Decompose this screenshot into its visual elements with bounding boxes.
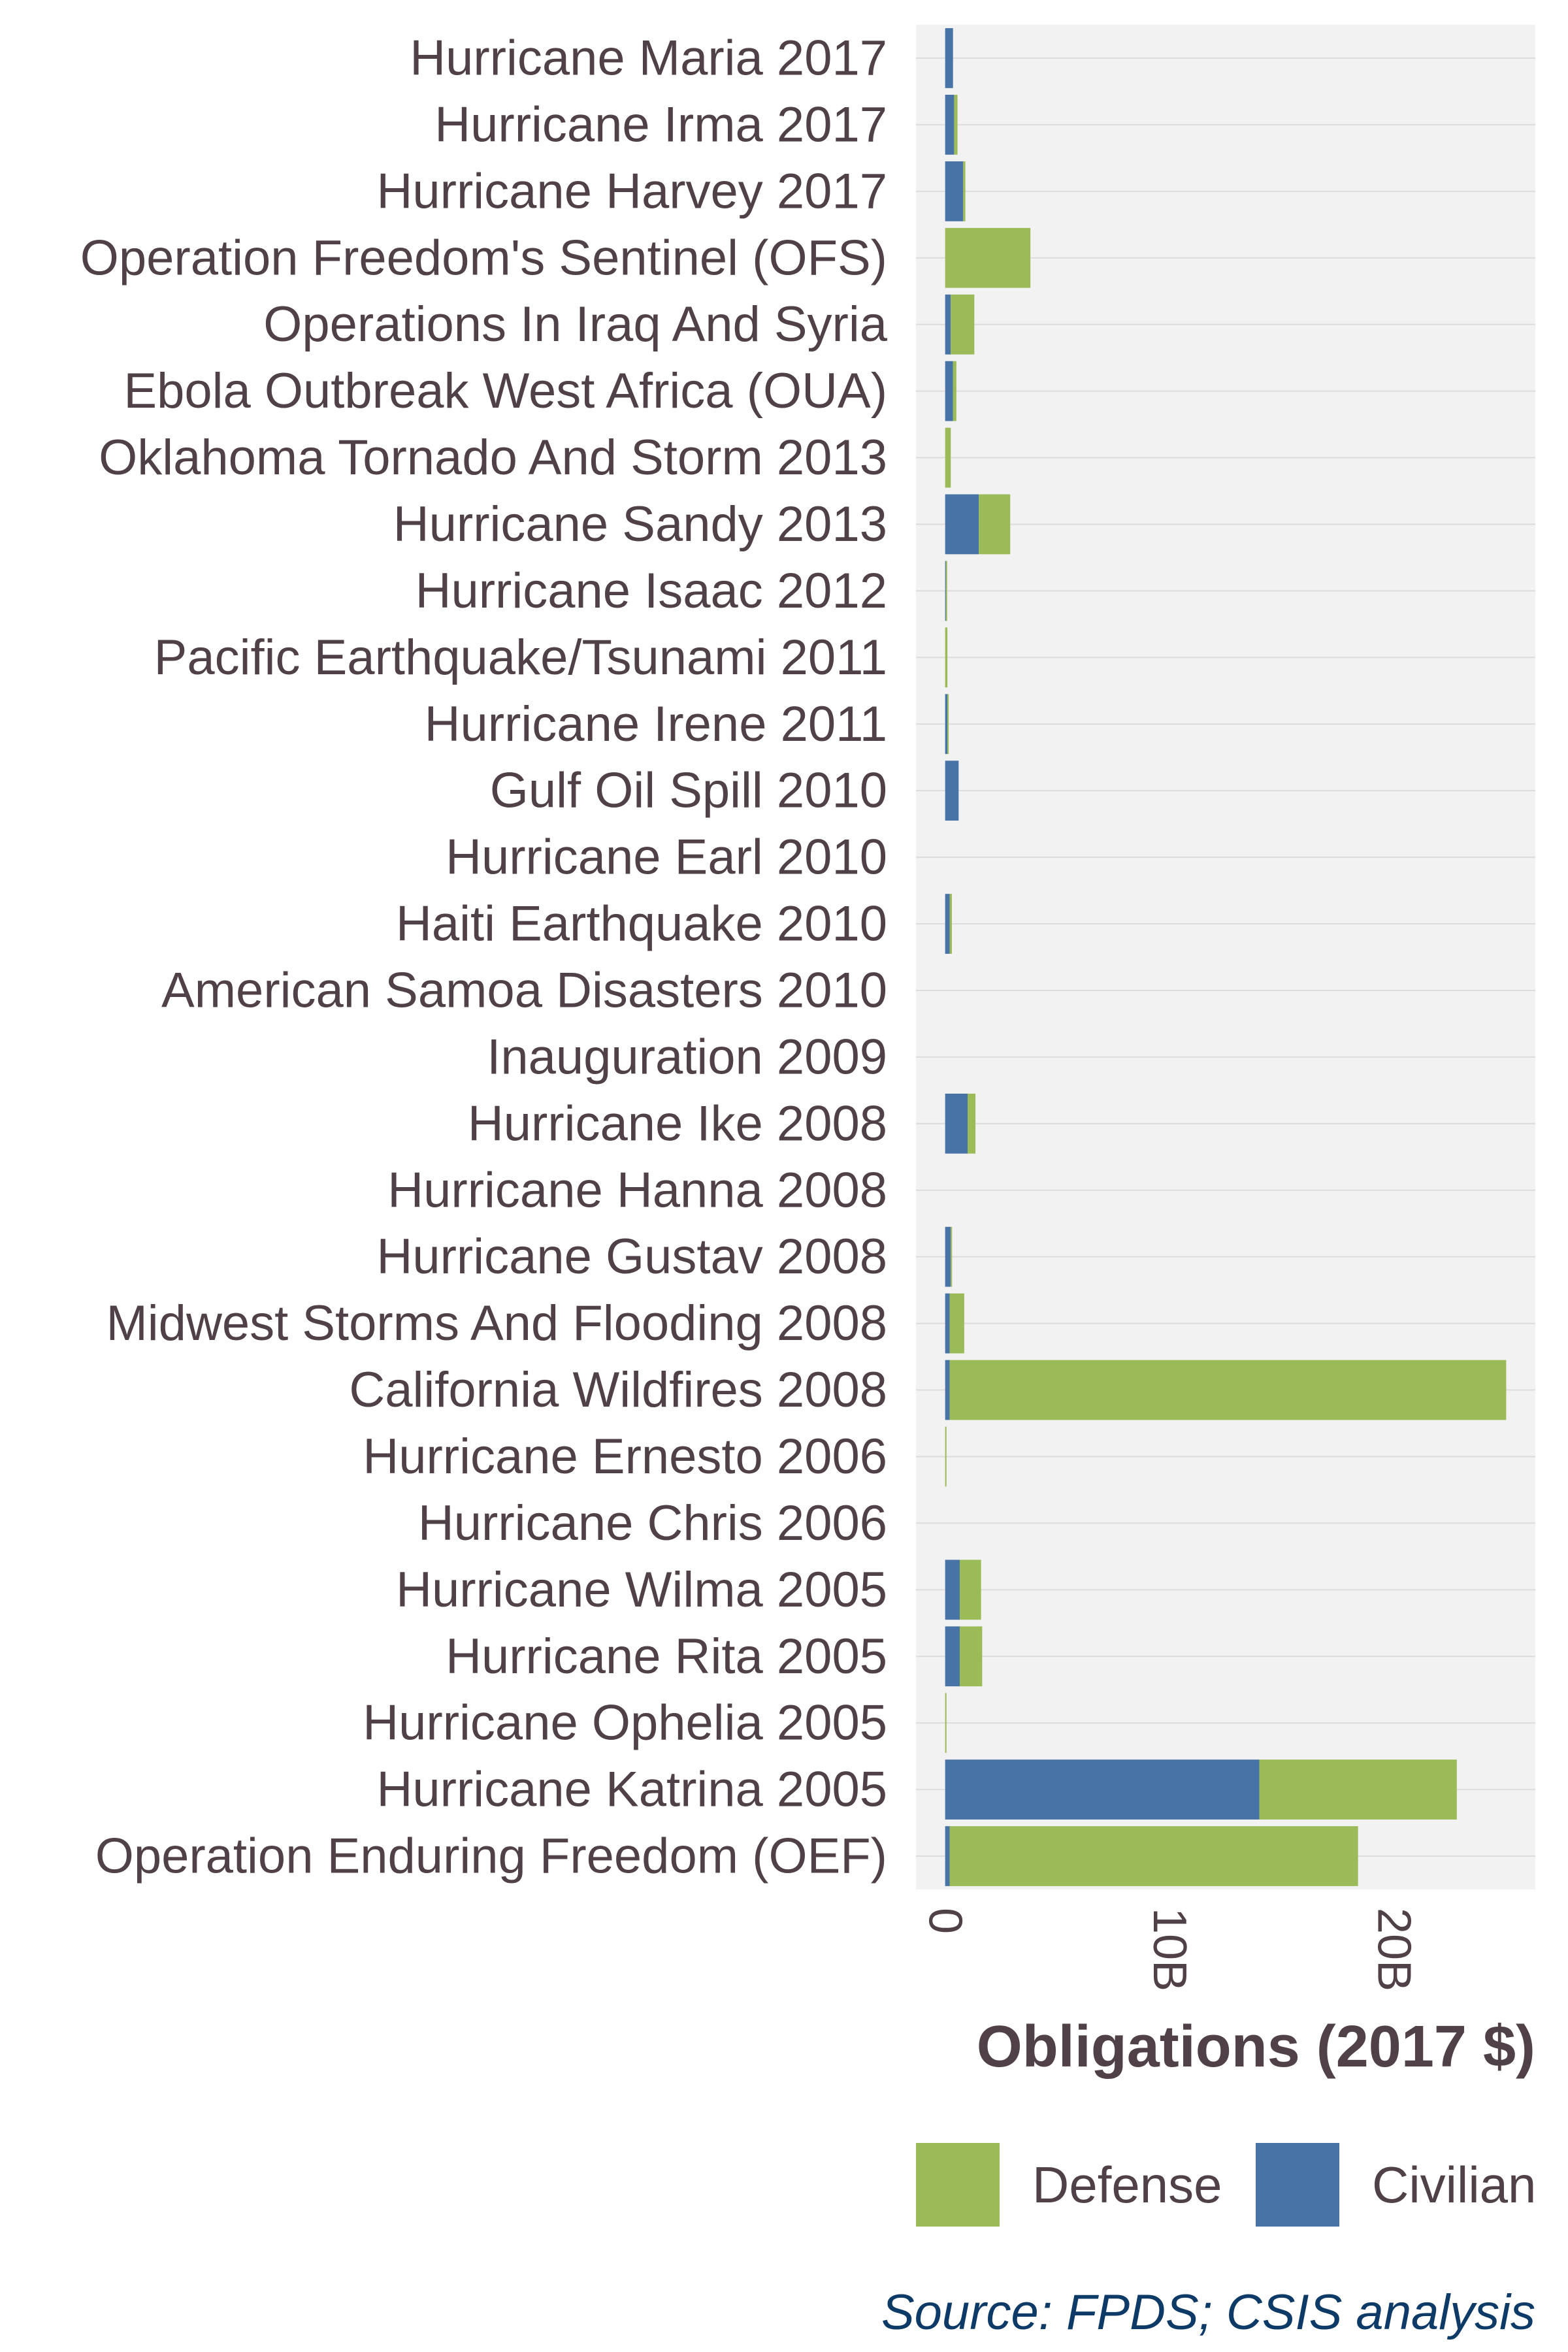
category-label: Hurricane Gustav 2008 (376, 1229, 887, 1284)
legend-key-defense (916, 2143, 1000, 2227)
category-label: Hurricane Irene 2011 (425, 696, 887, 752)
x-axis-ticks: 0 10B 20B (919, 1908, 1420, 1991)
bar-defense-california-wildfires-2008 (949, 1360, 1507, 1420)
category-labels: Hurricane Maria 2017 Hurricane Irma 2017 H… (80, 30, 888, 1884)
bar-defense-haiti-earthquake-2010 (949, 894, 952, 954)
category-label: Hurricane Chris 2006 (418, 1495, 887, 1551)
bar-defense-hurricane-sandy-2013 (979, 494, 1011, 555)
category-label: Pacific Earthquake/Tsunami 2011 (154, 630, 887, 685)
bar-civilian-california-wildfires-2008 (945, 1360, 950, 1420)
bar-civilian-hurricane-wilma-2005 (945, 1560, 960, 1620)
category-label: California Wildfires 2008 (349, 1362, 887, 1418)
bar-defense-pacific-earthquake-tsunami-2011 (945, 627, 948, 688)
bar-civilian-operation-enduring-freedom-oef (945, 1826, 950, 1886)
category-label: Hurricane Earl 2010 (446, 830, 887, 885)
bar-defense-hurricane-isaac-2012 (945, 561, 947, 621)
x-tick-label: 20B (1368, 1908, 1420, 1991)
category-label: Hurricane Katrina 2005 (376, 1762, 887, 1818)
category-label: Operation Freedom's Sentinel (OFS) (80, 230, 887, 286)
category-label: Oklahoma Tornado And Storm 2013 (99, 430, 887, 485)
bar-defense-hurricane-ophelia-2005 (945, 1693, 947, 1754)
category-label: Inauguration 2009 (487, 1029, 887, 1085)
category-label: Hurricane Ernesto 2006 (363, 1429, 887, 1484)
category-label: Gulf Oil Spill 2010 (490, 763, 887, 819)
legend-key-civilian (1256, 2143, 1339, 2227)
category-label: Hurricane Harvey 2017 (377, 163, 888, 219)
category-label: Hurricane Isaac 2012 (416, 563, 887, 619)
category-label: Hurricane Ophelia 2005 (363, 1695, 887, 1751)
bar-defense-hurricane-ike-2008 (968, 1093, 976, 1154)
bar-defense-hurricane-wilma-2005 (959, 1560, 981, 1620)
bar-civilian-hurricane-irene-2011 (945, 694, 948, 755)
legend-label-defense: Defense (1032, 2156, 1222, 2213)
bar-civilian-hurricane-gustav-2008 (945, 1226, 951, 1287)
category-label: Hurricane Wilma 2005 (396, 1562, 887, 1618)
x-tick-label: 10B (1143, 1908, 1196, 1991)
bar-defense-hurricane-ernesto-2006 (945, 1426, 947, 1487)
bar-civilian-hurricane-isaac-2012 (945, 561, 947, 621)
bar-defense-oklahoma-tornado-and-storm-2013 (945, 427, 951, 488)
legend: Defense Civilian (916, 2143, 1536, 2227)
bar-civilian-hurricane-rita-2005 (945, 1626, 960, 1687)
bar-defense-hurricane-irene-2011 (947, 694, 949, 755)
category-label: Hurricane Ike 2008 (468, 1096, 887, 1151)
bar-civilian-operations-in-iraq-and-syria (945, 294, 951, 355)
bar-defense-hurricane-gustav-2008 (951, 1226, 953, 1287)
bars (945, 28, 1507, 1886)
category-label: Hurricane Hanna 2008 (387, 1162, 887, 1218)
x-axis-title: Obligations (2017 $) (977, 2014, 1535, 2080)
bar-defense-operations-in-iraq-and-syria (951, 294, 975, 355)
gridlines (916, 57, 1535, 1857)
x-tick-label: 0 (919, 1908, 972, 1934)
category-label: Hurricane Rita 2005 (446, 1629, 887, 1684)
bar-defense-operation-enduring-freedom-oef (949, 1826, 1358, 1886)
category-label: Hurricane Irma 2017 (434, 97, 887, 152)
category-label: American Samoa Disasters 2010 (161, 962, 887, 1018)
category-label: Midwest Storms And Flooding 2008 (106, 1296, 887, 1351)
category-label: Operation Enduring Freedom (OEF) (95, 1829, 887, 1884)
category-label: Operations In Iraq And Syria (263, 297, 887, 352)
legend-label-civilian: Civilian (1372, 2156, 1536, 2213)
bar-civilian-hurricane-sandy-2013 (945, 494, 979, 555)
bar-civilian-haiti-earthquake-2010 (945, 894, 950, 954)
plot-panel (916, 25, 1535, 1889)
bar-civilian-hurricane-harvey-2017 (945, 161, 964, 221)
bar-defense-hurricane-harvey-2017 (963, 161, 966, 221)
bar-civilian-hurricane-katrina-2005 (945, 1759, 1260, 1820)
category-label: Haiti Earthquake 2010 (396, 896, 887, 952)
bar-civilian-gulf-oil-spill-2010 (945, 760, 959, 821)
bar-civilian-ebola-outbreak-west-africa-oua (945, 361, 953, 421)
category-label: Hurricane Maria 2017 (410, 30, 887, 86)
bar-defense-midwest-storms-and-flooding-2008 (949, 1293, 964, 1354)
bar-civilian-hurricane-irma-2017 (945, 95, 955, 155)
category-label: Ebola Outbreak West Africa (OUA) (123, 363, 887, 419)
source-caption: Source: FPDS; CSIS analysis (881, 2285, 1535, 2340)
bar-civilian-midwest-storms-and-flooding-2008 (945, 1293, 950, 1354)
bar-defense-hurricane-katrina-2005 (1259, 1759, 1457, 1820)
bar-defense-hurricane-rita-2005 (959, 1626, 983, 1687)
bar-civilian-hurricane-ike-2008 (945, 1093, 968, 1154)
bar-defense-operation-freedom-s-sentinel-ofs (945, 227, 1031, 288)
bar-civilian-hurricane-maria-2017 (945, 28, 953, 88)
bar-defense-ebola-outbreak-west-africa-oua (953, 361, 956, 421)
bar-defense-hurricane-irma-2017 (954, 95, 958, 155)
category-label: Hurricane Sandy 2013 (393, 497, 887, 552)
